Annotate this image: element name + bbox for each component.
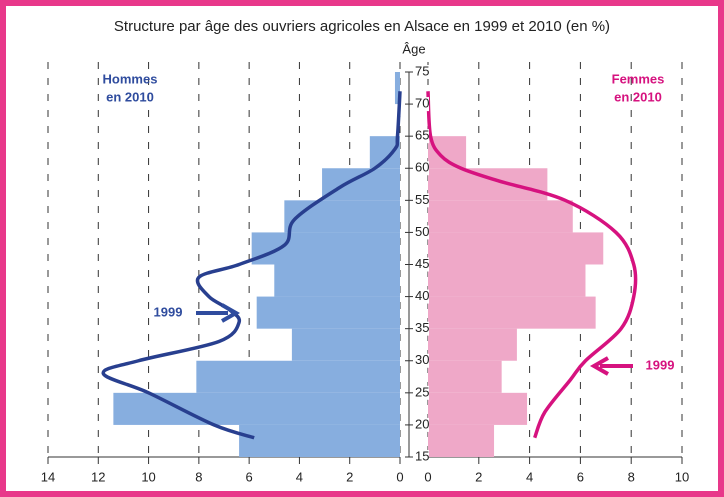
bar [428, 296, 596, 329]
y-tick-label: 15 [415, 448, 429, 463]
series-label: Femmes [612, 71, 665, 86]
x-tick-label: 0 [424, 469, 431, 484]
x-tick-label: 2 [475, 469, 482, 484]
bar [428, 264, 586, 297]
bar [428, 136, 467, 169]
bar [251, 232, 400, 265]
bar [369, 136, 400, 169]
y-tick-label: 50 [415, 224, 429, 239]
bar [291, 328, 400, 361]
y-tick-label: 75 [415, 63, 429, 78]
y-tick-bg [413, 225, 429, 240]
y-tick-label: 55 [415, 192, 429, 207]
x-tick-label: 12 [91, 469, 105, 484]
chart-title: Structure par âge des ouvriers agricoles… [114, 18, 610, 35]
bar [322, 168, 400, 201]
x-tick-label: 6 [577, 469, 584, 484]
y-tick-bg [413, 65, 429, 79]
x-tick-label: 4 [526, 469, 533, 484]
x-tick-label: 6 [246, 469, 253, 484]
y-tick-label: 70 [415, 96, 429, 111]
bar [256, 296, 400, 329]
annotation: 1999 [646, 357, 675, 372]
bar [284, 200, 400, 233]
y-tick-label: 60 [415, 160, 429, 175]
line-1999 [426, 91, 638, 439]
series-label: Hommes [103, 71, 158, 86]
bar [394, 72, 400, 105]
y-tick-label: 35 [415, 320, 429, 335]
x-tick-label: 8 [628, 469, 635, 484]
bar [196, 360, 400, 393]
x-tick-label: 10 [675, 469, 689, 484]
y-tick-bg [413, 257, 429, 272]
y-tick-label: 25 [415, 384, 429, 399]
y-tick-bg [413, 97, 429, 112]
bar [428, 168, 548, 201]
bar [428, 328, 517, 361]
y-tick-label: 45 [415, 256, 429, 271]
y-tick-label: 20 [415, 416, 429, 431]
y-axis-label: Âge [402, 41, 425, 56]
bar [428, 360, 502, 393]
y-tick-bg [413, 289, 429, 304]
bar [428, 200, 573, 233]
arrow [589, 356, 633, 376]
line-1999 [101, 91, 402, 440]
bar [428, 392, 528, 425]
y-tick-bg [413, 193, 429, 208]
annotation: 1999 [154, 304, 183, 319]
bar [239, 424, 400, 457]
series-label: en 2010 [106, 89, 154, 104]
x-tick-label: 8 [195, 469, 202, 484]
bar [428, 232, 604, 265]
arrow [196, 303, 241, 323]
y-tick-bg [413, 321, 429, 336]
x-tick-label: 4 [296, 469, 303, 484]
y-tick-label: 40 [415, 288, 429, 303]
y-tick-bg [413, 450, 429, 464]
x-tick-label: 0 [396, 469, 403, 484]
series-label: en 2010 [614, 89, 662, 104]
x-tick-label: 2 [346, 469, 353, 484]
y-tick-label: 65 [415, 128, 429, 143]
y-tick-label: 30 [415, 352, 429, 367]
y-tick-bg [413, 385, 429, 400]
y-tick-bg [413, 161, 429, 176]
bar [428, 424, 495, 457]
bar [274, 264, 400, 297]
y-tick-bg [413, 353, 429, 368]
y-tick-bg [413, 129, 429, 144]
y-tick-bg [413, 417, 429, 432]
x-tick-label: 10 [141, 469, 155, 484]
x-tick-label: 14 [41, 469, 55, 484]
